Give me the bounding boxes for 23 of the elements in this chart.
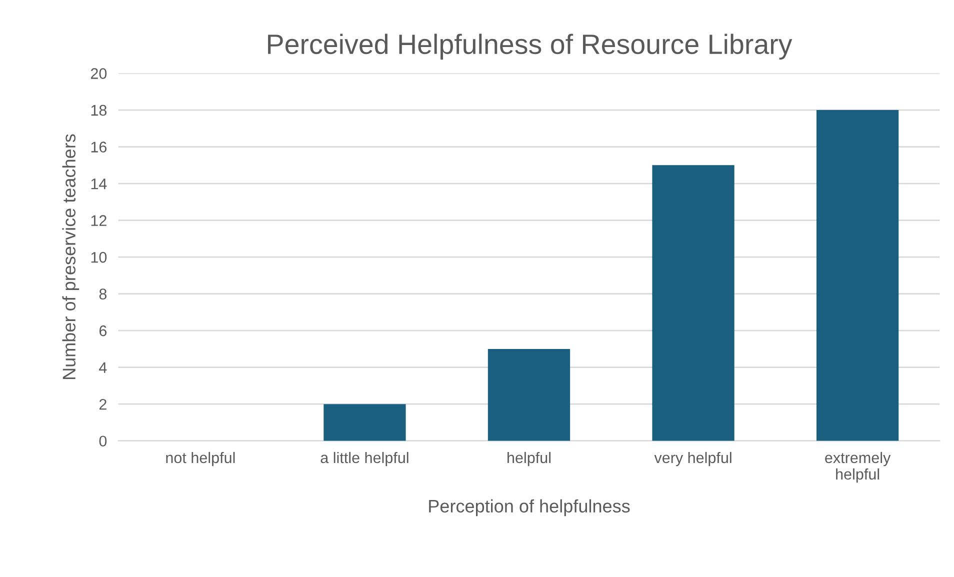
x-tick-label: a little helpful [320,452,408,466]
y-tick-label: 8 [99,288,107,300]
x-tick-label: very helpful [654,452,732,466]
y-tick-label: 10 [91,252,107,263]
y-tick-label: 16 [91,142,107,152]
y-tick-label: 20 [90,68,107,79]
x-tick-label: not helpful [166,452,235,466]
x-axis-title: Perception of helpfulness [429,499,630,516]
y-tick-label: 2 [99,398,106,410]
y-tick-label: 18 [91,104,107,116]
bar [324,404,406,441]
x-tick-label: extremely helpful [825,452,891,483]
bar [816,110,899,441]
y-tick-label: 0 [99,436,107,447]
y-tick-label: 12 [91,215,106,226]
y-tick-label: 6 [99,325,107,336]
chart-title: Perceived Helpfulness of Resource Library [268,34,792,60]
y-axis-title: Number of preservice teachers [62,134,80,379]
bar [652,165,734,441]
bar [488,348,570,441]
y-tick-label: 14 [91,178,107,190]
x-tick-label: helpful [508,452,550,466]
y-tick-label: 4 [99,362,107,373]
